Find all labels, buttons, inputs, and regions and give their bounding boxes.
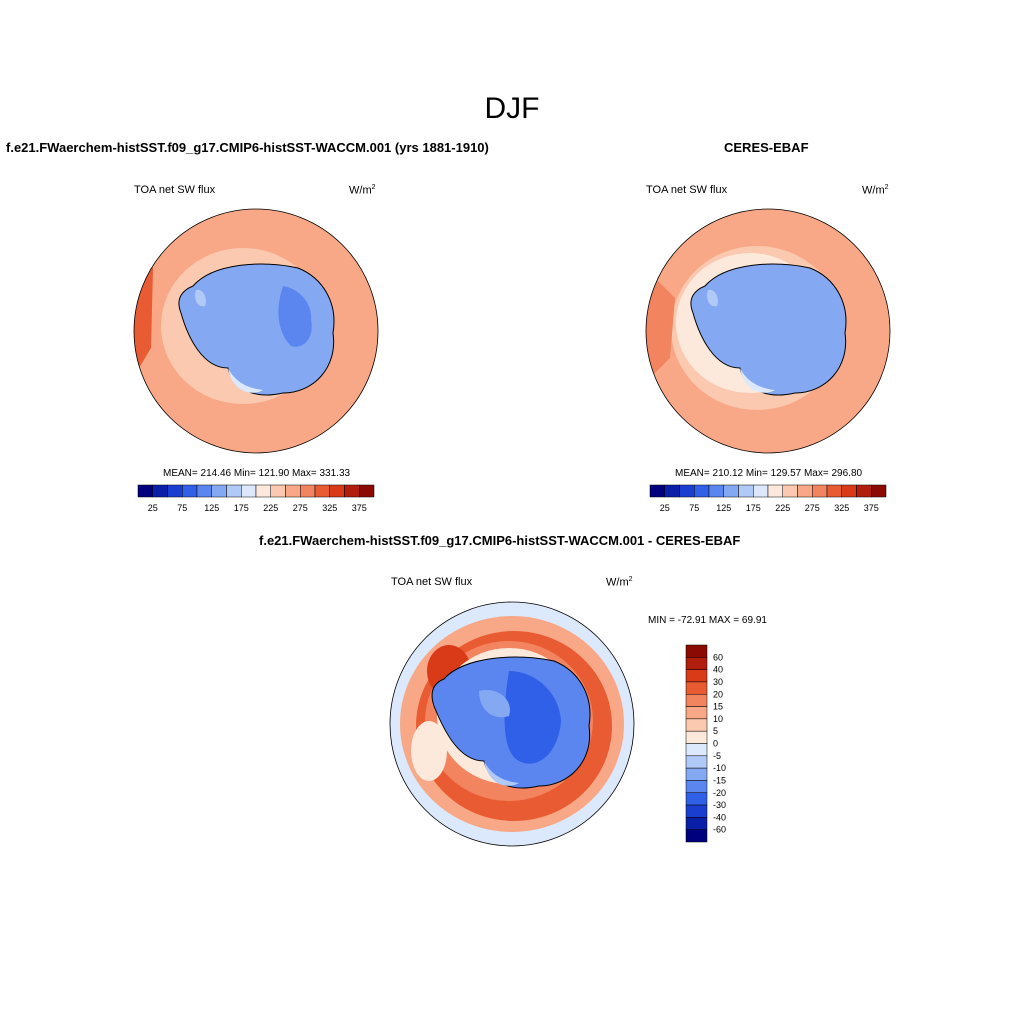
panel3-units: W/m2 (606, 576, 633, 589)
colorbar-swatch (685, 767, 708, 781)
colorbar-swatch (826, 484, 842, 498)
colorbar-swatch (255, 484, 271, 498)
panel1-colorbar: 25 75 125 175 225 275 325 375 (137, 484, 375, 513)
colorbar-tick-label: 5 (713, 726, 718, 736)
colorbar-swatch (685, 669, 708, 683)
colorbar-swatch (359, 484, 375, 498)
colorbar-tick-label: 175 (234, 503, 249, 513)
colorbar-tick-label: 325 (322, 503, 337, 513)
colorbar-tick-label: -5 (713, 751, 721, 761)
colorbar-swatch (723, 484, 739, 498)
panel2-variable-label: TOA net SW flux (646, 184, 728, 196)
colorbar-swatch (344, 484, 360, 498)
colorbar-swatch (679, 484, 695, 498)
colorbar-swatch (812, 484, 828, 498)
colorbar-tick-label: 125 (204, 503, 219, 513)
colorbar-swatch (664, 484, 680, 498)
colorbar-tick-label: 175 (746, 503, 761, 513)
colorbar-swatch (685, 694, 708, 707)
colorbar-tick-label: 15 (713, 702, 723, 712)
colorbar-tick-label: 325 (834, 503, 849, 513)
colorbar-swatch (226, 484, 242, 498)
colorbar-swatch (152, 484, 168, 498)
colorbar-tick-label: -60 (713, 825, 726, 835)
colorbar-swatch (856, 484, 872, 498)
panel1-map (133, 208, 379, 454)
colorbar-tick-label: 20 (713, 689, 723, 699)
colorbar-swatch (167, 484, 183, 498)
colorbar-tick-label: 125 (716, 503, 731, 513)
colorbar-swatch (685, 730, 708, 744)
panel2-title: CERES-EBAF (724, 140, 809, 155)
colorbar-swatch (685, 792, 708, 806)
panel3-map (389, 601, 635, 847)
colorbar-swatch (685, 644, 708, 658)
panel2-map (645, 208, 891, 454)
colorbar-tick-label: 75 (177, 503, 187, 513)
colorbar-swatch (196, 484, 212, 498)
colorbar-swatch (871, 484, 887, 498)
colorbar-swatch (738, 484, 754, 498)
colorbar-swatch (782, 484, 798, 498)
colorbar-swatch (270, 484, 286, 498)
panel1-title: f.e21.FWaerchem-histSST.f09_g17.CMIP6-hi… (6, 140, 489, 155)
colorbar-swatch (241, 484, 257, 498)
panel2-stats: MEAN= 210.12 Min= 129.57 Max= 296.80 (675, 468, 863, 479)
colorbar-tick-label: 0 (713, 739, 718, 749)
colorbar-swatch (685, 780, 708, 793)
panel1-units: W/m2 (349, 184, 376, 197)
colorbar-tick-label: 10 (713, 714, 723, 724)
colorbar-swatch (685, 718, 708, 732)
colorbar-tick-label: 75 (689, 503, 699, 513)
panel3-title: f.e21.FWaerchem-histSST.f09_g17.CMIP6-hi… (259, 533, 741, 548)
colorbar-tick-label: 40 (713, 665, 723, 675)
colorbar-swatch (300, 484, 316, 498)
colorbar-tick-label: 275 (293, 503, 308, 513)
colorbar-swatch (685, 817, 708, 830)
panel3-stats: MIN = -72.91 MAX = 69.91 (648, 615, 767, 626)
colorbar-swatch (329, 484, 345, 498)
colorbar-tick-label: 275 (805, 503, 820, 513)
colorbar-swatch (685, 681, 708, 695)
colorbar-tick-label: 30 (713, 677, 723, 687)
colorbar-swatch (708, 484, 724, 498)
colorbar-tick-label: 375 (352, 503, 367, 513)
colorbar-swatch (685, 657, 708, 670)
colorbar-tick-label: -30 (713, 800, 726, 810)
colorbar-tick-label: -40 (713, 812, 726, 822)
colorbar-swatch (767, 484, 783, 498)
colorbar-swatch (314, 484, 330, 498)
panel2-units: W/m2 (862, 184, 889, 197)
colorbar-swatch (841, 484, 857, 498)
colorbar-tick-label: 225 (263, 503, 278, 513)
colorbar-swatch (753, 484, 769, 498)
colorbar-tick-label: 375 (864, 503, 879, 513)
colorbar-swatch (649, 484, 665, 498)
colorbar-swatch (797, 484, 813, 498)
colorbar-swatch (685, 829, 708, 843)
panel3-variable-label: TOA net SW flux (391, 576, 473, 588)
colorbar-swatch (685, 743, 708, 757)
colorbar-swatch (137, 484, 153, 498)
colorbar-tick-label: 60 (713, 652, 723, 662)
panel3-colorbar: 60 40 30 20 15 10 5 0 -5 -10 -15 -20 -30 -40 -60 (685, 644, 726, 843)
panel2-colorbar: 25 75 125 175 225 275 325 375 (649, 484, 887, 513)
panel1-variable-label: TOA net SW flux (134, 184, 216, 196)
colorbar-swatch (182, 484, 198, 498)
colorbar-tick-label: -15 (713, 775, 726, 785)
colorbar-tick-label: 25 (148, 503, 158, 513)
page-title: DJF (484, 92, 540, 125)
colorbar-swatch (211, 484, 227, 498)
colorbar-swatch (285, 484, 301, 498)
colorbar-swatch (685, 804, 708, 818)
colorbar-tick-label: -10 (713, 763, 726, 773)
colorbar-tick-label: 25 (660, 503, 670, 513)
colorbar-tick-label: 225 (775, 503, 790, 513)
colorbar-tick-label: -20 (713, 788, 726, 798)
colorbar-swatch (685, 706, 708, 720)
panel1-stats: MEAN= 214.46 Min= 121.90 Max= 331.33 (163, 468, 351, 479)
colorbar-swatch (694, 484, 710, 498)
colorbar-swatch (685, 755, 708, 769)
